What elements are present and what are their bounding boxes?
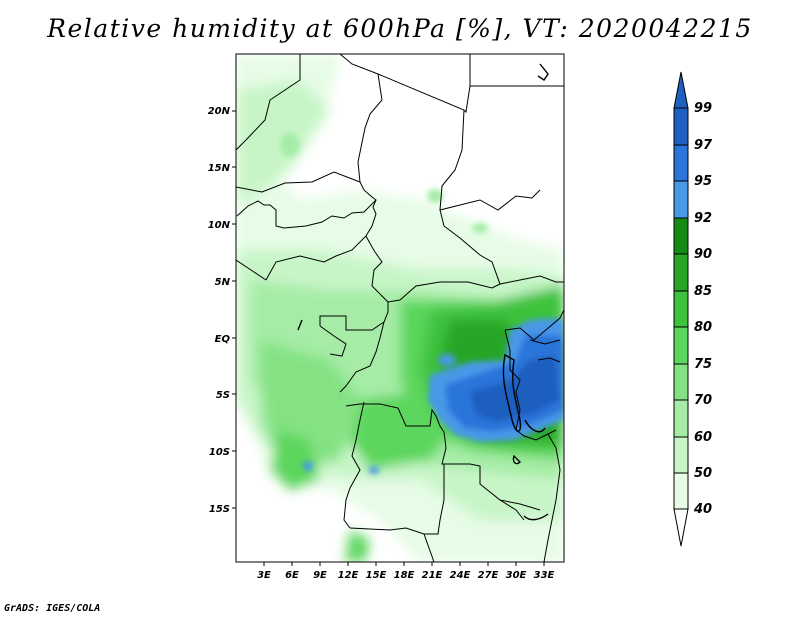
colorbar-segment <box>673 144 689 182</box>
lon-label: 27E <box>478 570 499 581</box>
lat-label: 10S <box>209 447 230 458</box>
lat-label: 5N <box>215 277 231 288</box>
colorbar-segment <box>673 472 689 510</box>
colorbar-label: 97 <box>694 138 713 153</box>
lon-label: 18E <box>394 570 415 581</box>
colorbar-label: 75 <box>694 357 712 372</box>
lon-label: 33E <box>534 570 555 581</box>
colorbar-label: 90 <box>694 247 712 262</box>
lon-label: 21E <box>422 570 443 581</box>
lon-label: 3E <box>257 570 271 581</box>
lat-label: 10N <box>208 220 231 231</box>
colorbar-segment <box>673 436 689 474</box>
lat-label: 15N <box>208 163 231 174</box>
colorbar-segment <box>673 180 689 219</box>
colorbar-label: 40 <box>693 502 712 517</box>
colorbar-segment <box>673 363 689 401</box>
lat-axis: 20N 15N 10N 5N EQ 5S 10S 15S <box>208 106 236 515</box>
lon-label: 24E <box>450 570 471 581</box>
lat-label: 15S <box>209 504 230 515</box>
chart-title: Relative humidity at 600hPa [%], VT: 202… <box>47 14 753 43</box>
lon-label: 6E <box>285 570 299 581</box>
lon-label: 9E <box>313 570 327 581</box>
colorbar-label: 70 <box>694 393 712 408</box>
colorbar: 40 50 60 70 75 80 85 90 92 95 97 99 <box>673 71 713 547</box>
lon-axis: 3E 6E 9E 12E 15E 18E 21E 24E 27E 30E 33E <box>257 562 555 581</box>
colorbar-label: 92 <box>694 211 712 226</box>
colorbar-segment <box>673 326 689 365</box>
colorbar-segment <box>673 217 689 255</box>
lat-label: EQ <box>215 334 231 345</box>
credit-label: GrADS: IGES/COLA <box>4 603 101 614</box>
colorbar-top-arrow <box>673 71 689 109</box>
colorbar-bottom-arrow <box>673 508 689 547</box>
colorbar-segment <box>673 253 689 292</box>
colorbar-segment <box>673 290 689 328</box>
lon-label: 12E <box>338 570 359 581</box>
lat-label: 20N <box>208 106 231 117</box>
colorbar-label: 50 <box>694 466 712 481</box>
lat-label: 5S <box>216 390 230 401</box>
humidity-field <box>236 54 564 562</box>
lon-label: 15E <box>366 570 387 581</box>
map-frame <box>235 53 565 563</box>
country-borders <box>236 54 564 562</box>
colorbar-label: 99 <box>694 101 712 116</box>
colorbar-label: 95 <box>694 174 712 189</box>
lon-label: 30E <box>506 570 527 581</box>
colorbar-segment <box>673 399 689 438</box>
colorbar-segment <box>673 107 689 146</box>
lakes <box>297 63 549 521</box>
colorbar-label: 60 <box>694 430 712 445</box>
colorbar-label: 80 <box>694 320 712 335</box>
colorbar-label: 85 <box>694 284 712 299</box>
